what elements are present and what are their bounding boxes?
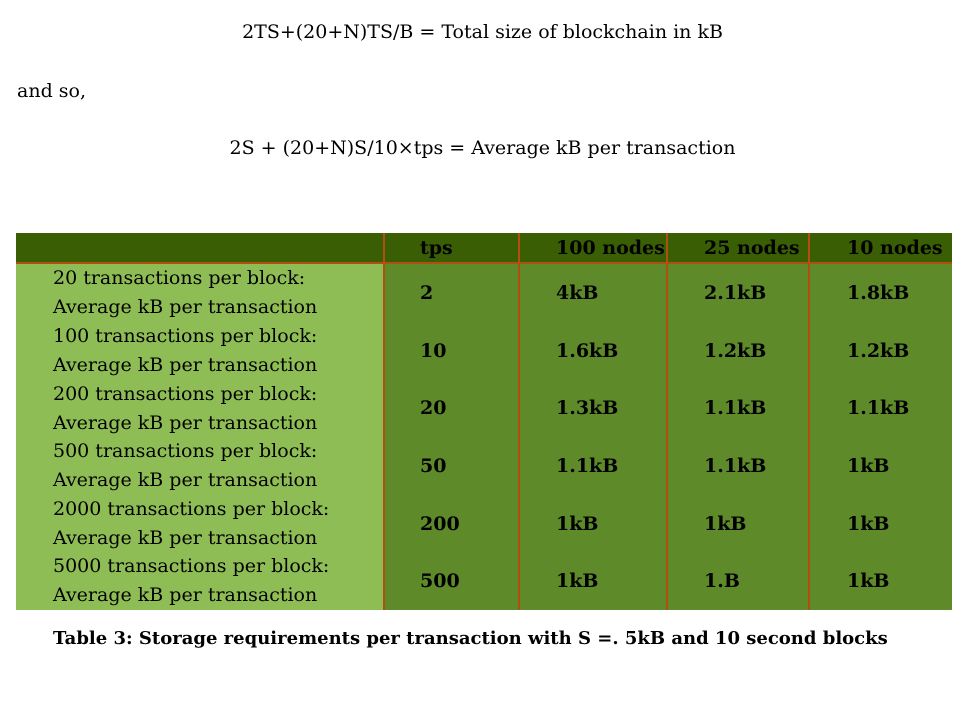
cell-10-nodes: 1.2kB [847, 340, 910, 362]
cell-tps: 2 [420, 282, 434, 304]
cell-10-nodes: 1kB [847, 455, 890, 477]
cell-tps: 10 [420, 340, 447, 362]
cell-100-nodes: 1kB [556, 513, 599, 535]
cell-25-nodes: 2.1kB [704, 282, 767, 304]
row-label: Average kB per transaction [53, 354, 318, 376]
cell-25-nodes: 1.1kB [704, 455, 767, 477]
formula-average-kb: 2S + (20+N)S/10×tps = Average kB per tra… [229, 137, 736, 159]
row-label: Average kB per transaction [53, 469, 318, 491]
row-label: 2000 transactions per block: [53, 498, 330, 520]
cell-10-nodes: 1kB [847, 570, 890, 592]
grid-line [518, 233, 520, 610]
row-label: Average kB per transaction [53, 296, 318, 318]
grid-line [808, 233, 810, 610]
cell-100-nodes: 1kB [556, 570, 599, 592]
table-header-band [16, 233, 952, 263]
header-10-nodes: 10 nodes [847, 237, 943, 259]
cell-25-nodes: 1kB [704, 513, 747, 535]
formula-total-size: 2TS+(20+N)TS/B = Total size of blockchai… [242, 21, 723, 43]
cell-100-nodes: 4kB [556, 282, 599, 304]
cell-10-nodes: 1kB [847, 513, 890, 535]
header-tps: tps [420, 237, 453, 259]
cell-25-nodes: 1.B [704, 570, 740, 592]
cell-25-nodes: 1.1kB [704, 397, 767, 419]
cell-100-nodes: 1.1kB [556, 455, 619, 477]
row-label: 200 transactions per block: [53, 383, 318, 405]
header-100-nodes: 100 nodes [556, 237, 665, 259]
cell-10-nodes: 1.8kB [847, 282, 910, 304]
cell-100-nodes: 1.3kB [556, 397, 619, 419]
cell-100-nodes: 1.6kB [556, 340, 619, 362]
storage-table: tps 100 nodes 25 nodes 10 nodes 20 trans… [16, 233, 952, 610]
cell-tps: 50 [420, 455, 447, 477]
cell-tps: 500 [420, 570, 460, 592]
cell-tps: 20 [420, 397, 447, 419]
table-label-column [16, 263, 383, 610]
row-label: Average kB per transaction [53, 584, 318, 606]
grid-line [16, 262, 952, 264]
grid-line [383, 233, 385, 610]
table-caption: Table 3: Storage requirements per transa… [53, 628, 888, 649]
row-label: Average kB per transaction [53, 412, 318, 434]
row-label: 100 transactions per block: [53, 325, 318, 347]
cell-10-nodes: 1.1kB [847, 397, 910, 419]
connector-text: and so, [17, 80, 86, 102]
row-label: 500 transactions per block: [53, 440, 318, 462]
header-25-nodes: 25 nodes [704, 237, 800, 259]
row-label: 5000 transactions per block: [53, 555, 330, 577]
cell-25-nodes: 1.2kB [704, 340, 767, 362]
cell-tps: 200 [420, 513, 460, 535]
row-label: 20 transactions per block: [53, 267, 306, 289]
row-label: Average kB per transaction [53, 527, 318, 549]
grid-line [666, 233, 668, 610]
